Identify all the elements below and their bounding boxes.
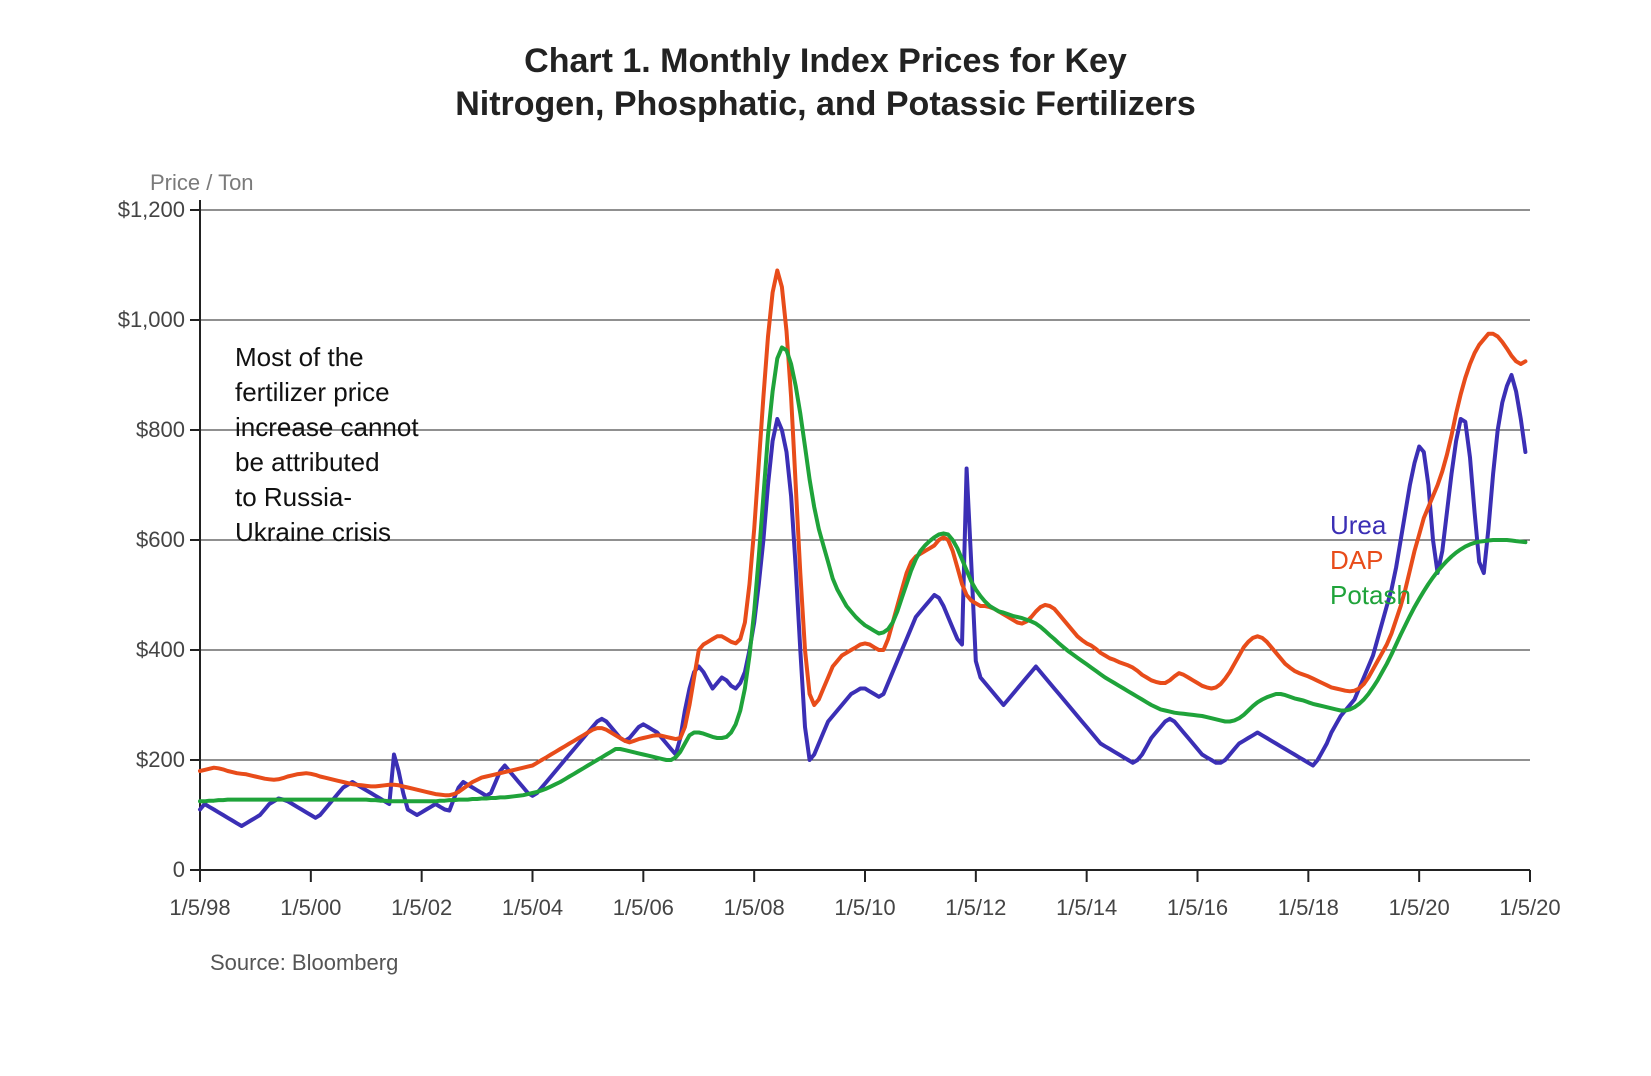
y-tick-label: $1,200 bbox=[70, 197, 185, 223]
y-tick-label: $200 bbox=[70, 747, 185, 773]
x-tick-label: 1/5/00 bbox=[280, 895, 341, 921]
y-tick-label: $1,000 bbox=[70, 307, 185, 333]
x-tick-label: 1/5/04 bbox=[502, 895, 563, 921]
legend-item-potash: Potash bbox=[1330, 580, 1411, 611]
x-tick-label: 1/5/06 bbox=[613, 895, 674, 921]
y-tick-label: $800 bbox=[70, 417, 185, 443]
x-tick-label: 1/5/98 bbox=[169, 895, 230, 921]
x-tick-label: 1/5/12 bbox=[945, 895, 1006, 921]
x-tick-label: 1/5/08 bbox=[724, 895, 785, 921]
chart-page: Chart 1. Monthly Index Prices for Key Ni… bbox=[0, 0, 1651, 1076]
chart-annotation: Most of the fertilizer price increase ca… bbox=[235, 340, 419, 551]
x-tick-label: 1/5/14 bbox=[1056, 895, 1117, 921]
x-tick-label: 1/5/18 bbox=[1278, 895, 1339, 921]
chart-source: Source: Bloomberg bbox=[210, 950, 398, 976]
x-tick-label: 1/5/20 bbox=[1389, 895, 1450, 921]
y-tick-label: $600 bbox=[70, 527, 185, 553]
x-tick-label: 1/5/16 bbox=[1167, 895, 1228, 921]
x-tick-label: 1/5/10 bbox=[834, 895, 895, 921]
x-tick-label: 1/5/02 bbox=[391, 895, 452, 921]
legend-item-dap: DAP bbox=[1330, 545, 1383, 576]
x-tick-label: 1/5/20 bbox=[1499, 895, 1560, 921]
y-tick-label: 0 bbox=[70, 857, 185, 883]
y-tick-label: $400 bbox=[70, 637, 185, 663]
legend-item-urea: Urea bbox=[1330, 510, 1386, 541]
